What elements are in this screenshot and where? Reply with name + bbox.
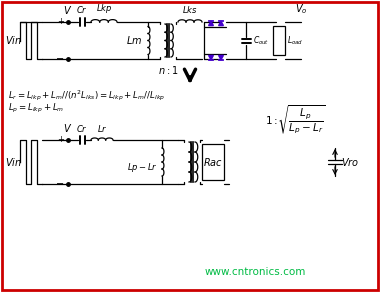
Text: www.cntronics.com: www.cntronics.com	[204, 267, 306, 277]
Text: $Lm$: $Lm$	[126, 34, 142, 46]
Text: $Lr$: $Lr$	[97, 123, 107, 134]
Text: $V_o$: $V_o$	[295, 2, 307, 16]
Polygon shape	[209, 55, 214, 60]
Polygon shape	[218, 55, 223, 60]
Text: $1:\!\sqrt{\dfrac{L_p}{L_p-L_r}}$: $1:\!\sqrt{\dfrac{L_p}{L_p-L_r}}$	[265, 104, 326, 136]
Text: $C_{out}$: $C_{out}$	[253, 34, 269, 47]
Text: $Lp-Lr$: $Lp-Lr$	[127, 161, 158, 173]
Text: $L_r = L_{lkp} + L_m //(n^2 L_{lks}) = L_{lkp} + L_m // L_{lkp}$: $L_r = L_{lkp} + L_m //(n^2 L_{lks}) = L…	[8, 89, 165, 103]
Text: $Vro$: $Vro$	[341, 156, 359, 168]
Polygon shape	[218, 21, 223, 26]
Text: $Cr$: $Cr$	[76, 4, 88, 15]
Text: $L_{oad}$: $L_{oad}$	[287, 34, 303, 47]
Text: $Rac$: $Rac$	[203, 156, 223, 168]
Text: +: +	[57, 18, 64, 27]
Text: $Lks$: $Lks$	[182, 4, 198, 15]
Text: $n:1$: $n:1$	[158, 64, 178, 76]
Text: $Vin$: $Vin$	[5, 156, 21, 168]
Text: $V$: $V$	[63, 122, 73, 134]
Text: $V$: $V$	[63, 4, 73, 16]
Text: +: +	[57, 135, 64, 145]
Text: $Cr$: $Cr$	[76, 123, 88, 134]
Text: $Lkp$: $Lkp$	[96, 2, 112, 15]
Polygon shape	[209, 21, 214, 26]
Text: −: −	[56, 54, 64, 64]
Text: $Vin$: $Vin$	[5, 34, 21, 46]
Text: $L_p = L_{lkp} + L_m$: $L_p = L_{lkp} + L_m$	[8, 101, 64, 114]
Bar	[202, 144, 224, 180]
Text: −: −	[56, 179, 64, 189]
Bar	[273, 26, 285, 55]
